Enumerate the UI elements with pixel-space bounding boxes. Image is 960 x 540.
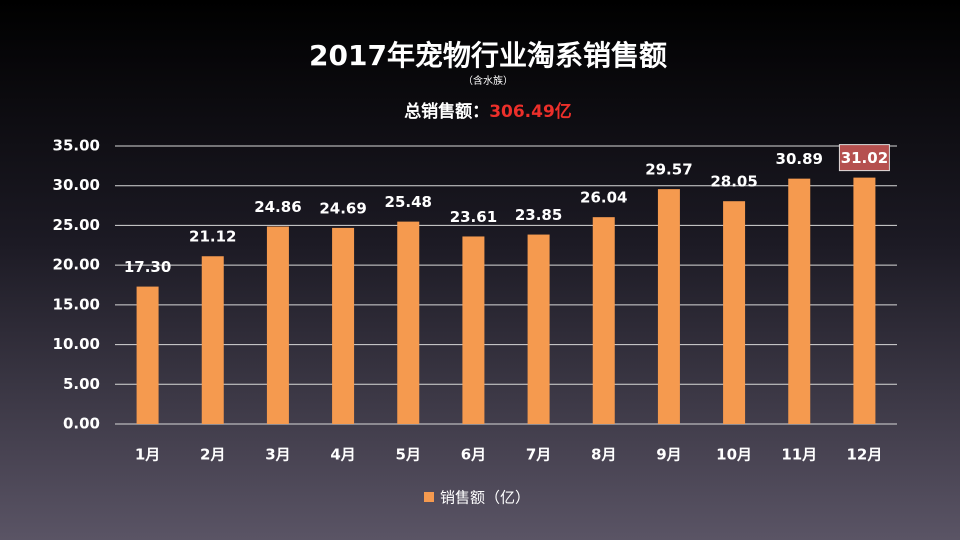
data-label: 24.69 [319, 199, 366, 217]
data-label: 28.05 [710, 173, 757, 191]
bar [332, 227, 355, 424]
total-label: 总销售额： [404, 101, 489, 122]
bar [136, 286, 159, 424]
bar [723, 201, 746, 424]
data-label: 31.02 [841, 149, 888, 167]
x-tick-label: 1月 [135, 446, 160, 464]
x-tick-label: 2月 [200, 446, 225, 464]
x-tick-label: 11月 [781, 446, 817, 464]
chart-title: 2017年宠物行业淘系销售额 [309, 39, 667, 72]
bar [266, 226, 289, 424]
x-tick-label: 3月 [265, 446, 290, 464]
y-tick-label: 30.00 [53, 176, 100, 194]
data-label: 21.12 [189, 228, 236, 246]
data-label: 17.30 [124, 258, 171, 276]
bar [853, 177, 876, 424]
legend-label: 销售额（亿） [440, 489, 530, 507]
y-tick-label: 15.00 [53, 295, 100, 313]
total-value: 306.49亿 [489, 101, 572, 122]
data-label: 26.04 [580, 189, 627, 207]
data-label: 23.61 [450, 208, 497, 226]
y-tick-label: 25.00 [53, 216, 100, 234]
bar [657, 189, 680, 424]
label-highlight [838, 144, 890, 172]
x-tick-label: 10月 [716, 446, 752, 464]
bar [788, 178, 811, 424]
data-label: 29.57 [645, 161, 692, 179]
legend-swatch [424, 492, 434, 502]
x-tick-label: 12月 [846, 446, 882, 464]
y-tick-label: 20.00 [53, 256, 100, 274]
x-tick-label: 8月 [591, 446, 616, 464]
data-label: 30.89 [776, 150, 823, 168]
x-tick-label: 9月 [656, 446, 681, 464]
bar [462, 236, 485, 424]
data-label: 23.85 [515, 206, 562, 224]
bar [201, 256, 224, 424]
data-label: 24.86 [254, 198, 301, 216]
chart-subtitle: （含水族） [463, 74, 513, 87]
bar [527, 234, 550, 424]
data-label: 25.48 [385, 193, 432, 211]
bar [592, 217, 615, 424]
x-tick-label: 4月 [330, 446, 355, 464]
bar [397, 221, 420, 424]
x-tick-label: 7月 [526, 446, 551, 464]
total: 总销售额：306.49亿 [404, 101, 572, 122]
y-tick-label: 0.00 [63, 415, 100, 433]
x-tick-label: 5月 [396, 446, 421, 464]
y-tick-label: 35.00 [53, 137, 100, 155]
y-tick-label: 5.00 [63, 375, 100, 393]
x-tick-label: 6月 [461, 446, 486, 464]
y-tick-label: 10.00 [53, 335, 100, 353]
